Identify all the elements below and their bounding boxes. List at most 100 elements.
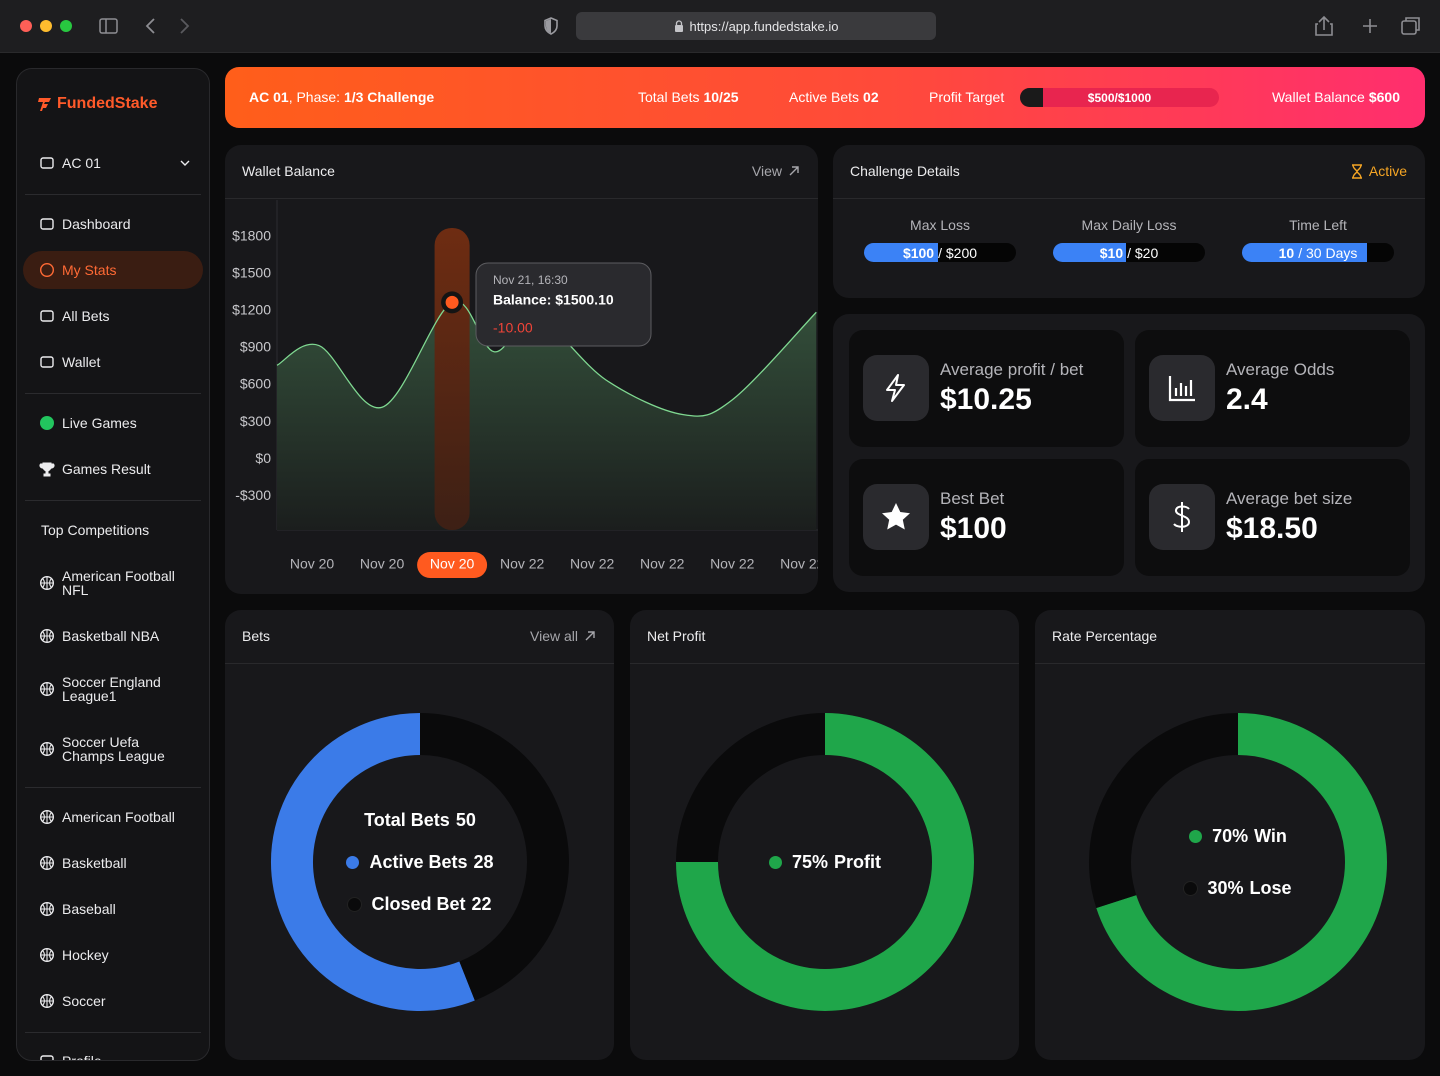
nav-label: Live Games [62,415,137,431]
nav-label: Hockey [62,947,109,963]
ball-lines [40,810,54,824]
sidebar-divider [25,194,201,195]
nav-icon [39,855,55,871]
net-profit-card: Net Profit 75% Profit [630,610,1019,1060]
nav-icon [40,157,54,169]
live-dot [40,416,54,430]
detail-value: $100/ $200 [864,243,1016,262]
icon-shape [1173,502,1191,532]
donut-chart [271,713,569,1011]
nav-label: American Football [62,809,175,825]
stat-icon [1149,484,1215,550]
trophy-shape [39,462,55,477]
ball-lines [40,682,54,696]
legend-label: Win [1254,826,1287,846]
legend-value: 22 [471,894,492,914]
x-tick-label: Nov 22 [500,556,545,572]
address-bar[interactable]: https://app.fundedstake.io [576,12,936,40]
card-title: Bets [242,628,271,644]
y-tick-label: $300 [240,413,271,429]
y-tick-label: $1500 [232,265,271,281]
ball-lines [40,948,54,962]
nav-item[interactable]: All Bets [23,297,203,335]
brand[interactable]: FundedStake [37,95,157,113]
icon-shape [40,310,54,322]
browser-bar: https://app.fundedstake.io [0,0,1440,53]
x-tick-label: Nov 22 [640,556,685,572]
y-tick-label: $1200 [232,302,271,318]
stat-label: Average profit / bet [940,360,1084,379]
legend-value: 75% [791,852,829,872]
status-text: Active [1368,163,1407,179]
card-divider [630,663,1019,664]
profit-target-bar: $500/$1000 [1020,88,1219,107]
point-marker [445,295,459,309]
profit-target-track [1020,88,1043,107]
nav-item[interactable]: American Football [23,798,203,836]
nav-icon [39,947,55,963]
nav-item[interactable]: Dashboard [23,205,203,243]
arrow-icon [585,631,595,641]
y-tick-label: $1800 [232,228,271,244]
nav-icon [39,993,55,1009]
detail-label: Max Loss [910,217,970,233]
account-selector[interactable]: AC 01 [23,144,203,182]
card-divider [833,198,1425,199]
nav-icon [39,575,55,591]
nav-item[interactable]: Basketball NBA [23,617,203,655]
legend-dot [348,898,362,911]
donut-segment [419,713,569,1001]
stat-icon [1149,355,1215,421]
detail-value: $10/ $20 [1053,243,1205,262]
nav-item[interactable]: Live Games [23,404,203,442]
stat-card: Average bet size $18.50 [1135,459,1410,576]
value: $600 [1368,89,1400,105]
nav-item[interactable]: Soccer England League1 [23,670,203,708]
tooltip-box [475,262,652,347]
nav-label: American Football NFL [62,568,175,598]
sidebar-divider [25,393,201,394]
nav-item[interactable]: Games Result [23,450,203,488]
nav-item[interactable]: My Stats [23,251,203,289]
donut-chart [1089,713,1387,1011]
nav-item[interactable]: Baseball [23,890,203,928]
stat-value: 2.4 [1226,383,1268,416]
nav-item[interactable]: Soccer Uefa Champs League [23,730,203,768]
nav-item[interactable]: Basketball [23,844,203,882]
stat-label: Average Odds [1226,360,1335,379]
ball-lines [40,576,54,590]
tooltip: Nov 21, 16:30 Balance: $1500.10 -10.00 [475,262,652,347]
card-link[interactable]: View all [530,628,596,644]
bets-card: Bets View all Total Bets 50 Active Bets 28 C… [225,610,614,1060]
card-link[interactable]: View [752,163,800,179]
nav-icon [39,809,55,825]
legend-item: 30% Lose [1088,878,1388,899]
nav-item[interactable]: Soccer [23,982,203,1020]
nav-label: Soccer England League1 [62,674,161,704]
nav-label: Soccer [62,993,106,1009]
nav-item[interactable]: Hockey [23,936,203,974]
detail-current: $10 [1099,244,1124,261]
tooltip-change: -10.00 [493,320,533,336]
legend-item: 70% Win [1088,826,1388,847]
nav-item[interactable]: American Football NFL [23,564,203,602]
detail-limit: / $20 [1127,244,1159,261]
donut-segment [271,713,475,1011]
x-tick-label: Nov 22 [570,556,615,572]
card-divider [1035,663,1425,664]
card-divider [225,663,614,664]
stat-card: Average profit / bet $10.25 [849,330,1124,447]
banner-phase-label: , Phase: [288,89,344,105]
sidebar-divider [25,1032,201,1033]
ball-lines [40,742,54,756]
donut-segment [1089,713,1239,909]
nav-label: Soccer Uefa Champs League [62,734,165,764]
nav-item[interactable]: Profile [23,1042,203,1060]
x-tick-label: Nov 20 [360,556,405,572]
nav-label: My Stats [62,262,117,278]
nav-item[interactable]: Wallet [23,343,203,381]
banner-total-bets: Total Bets 10/25 [638,89,739,105]
banner-phase-value: 1/3 Challenge [343,89,435,105]
